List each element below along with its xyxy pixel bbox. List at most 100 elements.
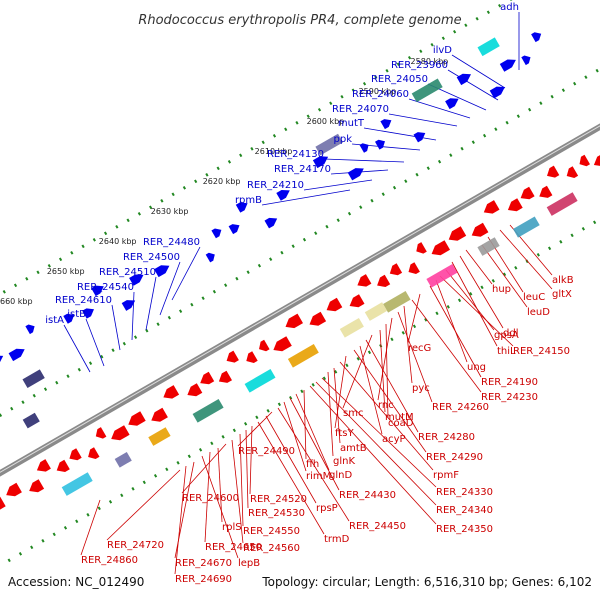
reverse-gene-label[interactable]: RER_24260 [432, 402, 489, 413]
reverse-gene-label[interactable]: RER_24490 [238, 446, 295, 457]
reverse-gene-label[interactable]: RER_24720 [107, 540, 164, 551]
reverse-leader-line [365, 339, 419, 433]
reverse-gene-label[interactable]: RER_24450 [349, 521, 406, 532]
forward-gene-arrow [91, 285, 104, 297]
forward-gene-label[interactable]: istB [67, 309, 86, 320]
reverse-gene-label[interactable]: RER_24350 [436, 524, 493, 535]
reverse-gene-label[interactable]: RER_24550 [243, 526, 300, 537]
reverse-gene-label[interactable]: pyc [412, 383, 430, 394]
reverse-gene-label[interactable]: hup [492, 284, 511, 295]
reverse-gene-label[interactable]: gpsA [494, 330, 519, 341]
forward-gene-label[interactable]: RER_24510 [99, 267, 156, 278]
forward-leader-line [388, 113, 458, 127]
forward-gene-label[interactable]: RER_24210 [247, 180, 304, 191]
reverse-gene-label[interactable]: RER_24690 [175, 574, 232, 585]
forward-gene-label[interactable]: mutT [338, 118, 365, 129]
forward-gene-label[interactable]: RER_23960 [391, 60, 448, 71]
reverse-gene-label[interactable]: leuC [523, 292, 545, 303]
feature-block [287, 344, 319, 368]
reverse-gene-label[interactable]: ffh [306, 459, 319, 470]
reverse-gene-label[interactable]: RER_24230 [481, 392, 538, 403]
reverse-gene-label[interactable]: RER_24530 [248, 508, 305, 519]
forward-gene-label[interactable]: RER_24480 [143, 237, 200, 248]
reverse-gene-label[interactable]: RER_24290 [426, 452, 483, 463]
reverse-gene-label[interactable]: lepB [238, 558, 260, 569]
reverse-gene-arrow [507, 198, 523, 212]
reverse-gene-label[interactable]: rimM [306, 471, 331, 482]
reverse-gene-label[interactable]: glnD [329, 470, 352, 481]
reverse-gene-label[interactable]: RER_24280 [418, 432, 475, 443]
reverse-gene-label[interactable]: ftsY [335, 428, 354, 439]
forward-gene-label[interactable]: istA [45, 315, 64, 326]
forward-leader-line [303, 179, 373, 191]
reverse-gene-label[interactable]: rpmF [433, 470, 459, 481]
reverse-gene-label[interactable]: rnc [378, 400, 394, 411]
reverse-gene-label[interactable]: RER_24150 [513, 346, 570, 357]
forward-gene-label[interactable]: RER_24130 [267, 149, 324, 160]
forward-leader-line [131, 291, 135, 341]
reverse-gene-label[interactable]: thiL [497, 346, 516, 357]
reverse-gene-label[interactable]: RER_24190 [481, 377, 538, 388]
reverse-gene-label[interactable]: mutM [385, 412, 414, 423]
reverse-gene-label[interactable]: glnK [333, 456, 355, 467]
reverse-leader-line [439, 275, 514, 347]
reverse-gene-arrow [349, 294, 365, 308]
forward-gene-label[interactable]: ilvD [433, 45, 452, 56]
forward-gene-arrow [25, 324, 35, 335]
reverse-gene-labels: alkB gltX leuC leuD hup ddl thiL gpsA RER_24150u… [81, 275, 574, 585]
feature-block [22, 412, 40, 429]
reverse-gene-arrow [111, 425, 130, 441]
reverse-gene-label[interactable]: coaD [388, 418, 414, 429]
reverse-gene-label[interactable]: RER_24560 [243, 543, 300, 554]
kbp-scale: 2580 kbp 2590 kbp 2600 kbp 2610 kbp 2620 kbp… [0, 57, 448, 306]
forward-gene-label[interactable]: RER_24500 [123, 252, 180, 263]
reverse-leader-line [249, 425, 253, 495]
reverse-gene-label[interactable]: smc [343, 408, 363, 419]
forward-gene-label[interactable]: adh [500, 2, 519, 13]
forward-leader-line [451, 54, 506, 89]
forward-gene-label[interactable]: RER_24070 [332, 104, 389, 115]
reverse-gene-label[interactable]: acyP [382, 434, 406, 445]
forward-gene-label[interactable]: RER_24540 [77, 282, 134, 293]
forward-gene-label[interactable]: RER_24050 [371, 74, 428, 85]
reverse-gene-label[interactable]: recG [408, 343, 431, 354]
reverse-gene-label[interactable]: leuD [527, 307, 550, 318]
reverse-leader-line [411, 299, 482, 393]
reverse-gene-label[interactable]: rplS [222, 522, 242, 533]
forward-gene-arrow [211, 228, 222, 239]
forward-gene-label[interactable]: rpmB [235, 195, 262, 206]
forward-leader-line [447, 69, 499, 101]
feature-block [426, 264, 458, 288]
forward-gene-label[interactable]: RER_24170 [274, 164, 331, 175]
reverse-gene-label[interactable]: RER_24340 [436, 505, 493, 516]
forward-gene-arrow [347, 168, 364, 181]
feature-block [383, 291, 411, 313]
reverse-gene-label[interactable]: RER_24330 [436, 487, 493, 498]
reverse-leader-line [459, 255, 504, 329]
reverse-gene-label[interactable]: gltX [552, 289, 572, 300]
forward-gene-arrow [312, 156, 329, 169]
feature-block [114, 452, 132, 468]
reverse-gene-label[interactable]: alkB [552, 275, 574, 286]
reverse-gene-label[interactable]: rpsP [316, 503, 338, 514]
reverse-gene-label[interactable]: RER_24520 [250, 494, 307, 505]
reverse-gene-label[interactable]: amtB [340, 443, 367, 454]
reverse-gene-label[interactable]: trmD [324, 534, 350, 545]
reverse-gene-label[interactable]: ung [467, 362, 486, 373]
forward-gene-arrow [521, 55, 531, 66]
reverse-gene-label[interactable]: RER_24430 [339, 490, 396, 501]
forward-gene-label[interactable]: RER_24610 [55, 295, 112, 306]
forward-gene-label[interactable]: ppk [334, 134, 353, 145]
reverse-gene-label[interactable]: ddl [503, 328, 518, 339]
reverse-gene-label[interactable]: RER_24860 [81, 555, 138, 566]
reverse-leader-line [429, 285, 482, 378]
reverse-gene-label[interactable]: RER_24600 [182, 493, 239, 504]
forward-gene-label[interactable]: RER_24060 [352, 89, 409, 100]
forward-gene-arrow [0, 355, 4, 363]
reverse-leader-line [377, 317, 393, 401]
reverse-gene-label[interactable]: RER_24650 [205, 542, 262, 553]
reverse-gene-label[interactable]: RER_24670 [175, 558, 232, 569]
reverse-gene-arrow [326, 297, 343, 312]
reverse-leader-line [403, 305, 413, 384]
